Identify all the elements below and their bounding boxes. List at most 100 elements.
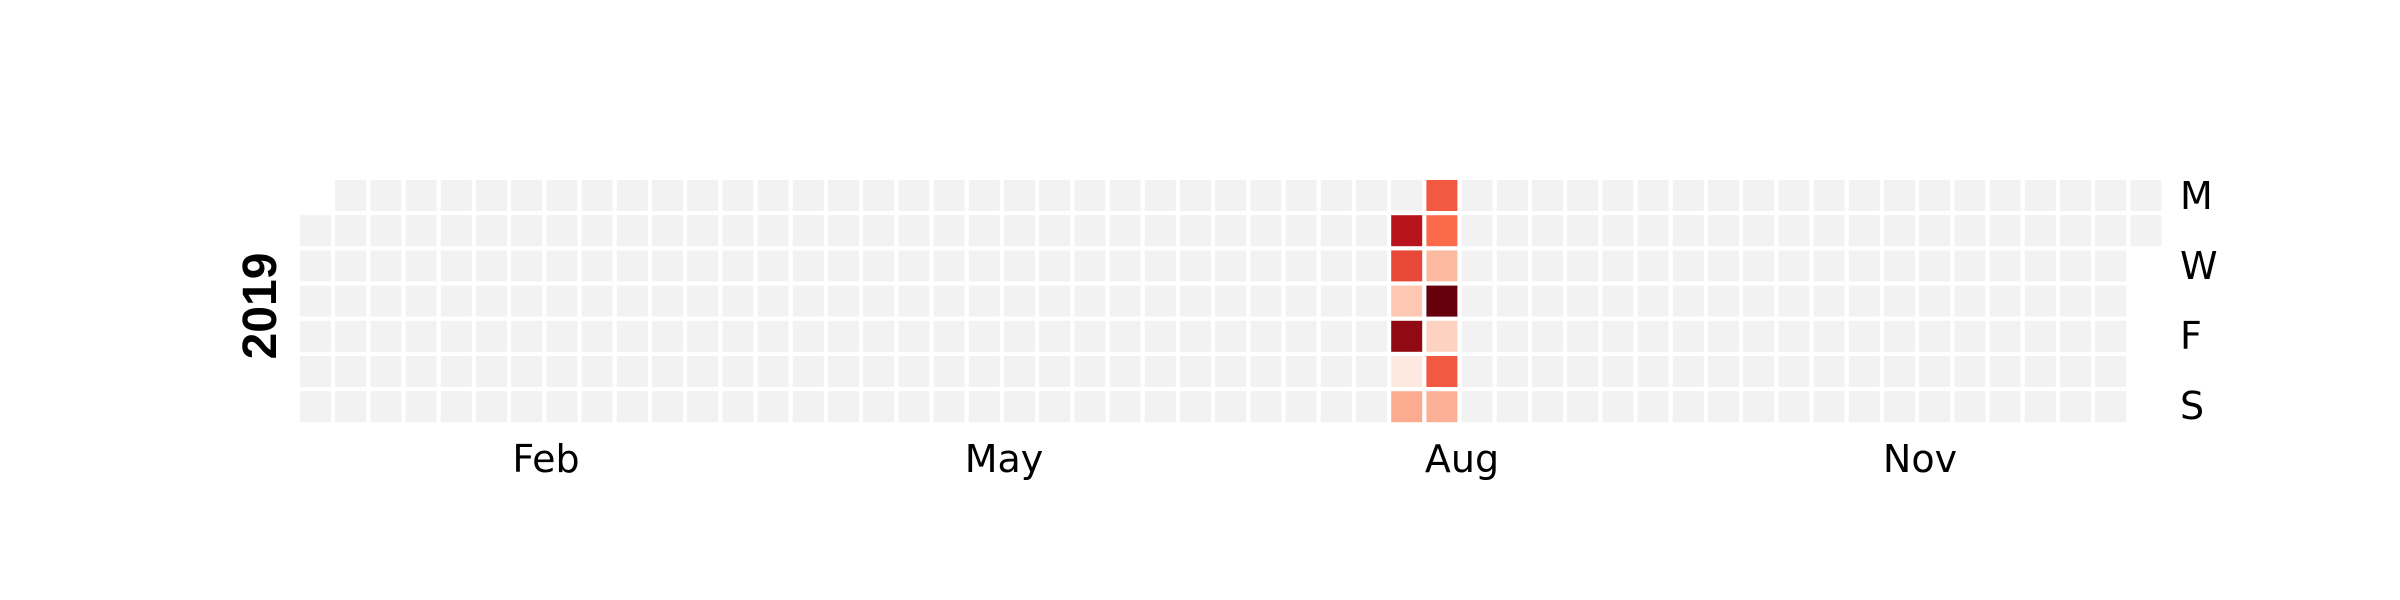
heatmap-cell-empty	[863, 320, 895, 352]
heatmap-cell-2019-08-18	[1426, 391, 1458, 423]
heatmap-cell-empty	[2095, 320, 2127, 352]
heatmap-cell-empty	[1778, 391, 1810, 423]
heatmap-cell-empty	[476, 285, 507, 317]
heatmap-cell-empty	[652, 250, 683, 282]
heatmap-cell-empty	[1532, 215, 1563, 247]
heatmap-cell-empty	[1215, 285, 1247, 317]
heatmap-cell-empty	[1496, 215, 1528, 247]
heatmap-cell-empty	[1356, 215, 1387, 247]
heatmap-cell-empty	[1215, 250, 1247, 282]
heatmap-cell-empty	[1602, 391, 1634, 423]
heatmap-cell-empty	[405, 215, 437, 247]
heatmap-cell-empty	[1461, 356, 1493, 387]
heatmap-cell-empty	[616, 250, 648, 282]
heatmap-cell-empty	[1250, 215, 1282, 247]
heatmap-cell-empty	[1004, 356, 1035, 387]
heatmap-cell-empty	[1320, 285, 1352, 317]
heatmap-cell-empty	[1813, 356, 1845, 387]
heatmap-cell-empty	[1919, 285, 1951, 317]
heatmap-cell-empty	[968, 285, 1000, 317]
heatmap-cell-empty	[1954, 391, 1986, 423]
heatmap-cell-empty	[616, 285, 648, 317]
heatmap-cell-empty	[546, 320, 578, 352]
heatmap-cell-empty	[1637, 180, 1669, 211]
heatmap-cell-empty	[1074, 250, 1106, 282]
heatmap-cell-empty	[581, 356, 613, 387]
heatmap-cell-empty	[1109, 250, 1141, 282]
x-tick-label-nov: Nov	[1883, 437, 1957, 481]
heatmap-cell-empty	[933, 180, 965, 211]
heatmap-cell-empty	[335, 285, 367, 317]
heatmap-cell-empty	[370, 180, 402, 211]
heatmap-cell-empty	[2060, 285, 2091, 317]
heatmap-cell-empty	[1496, 180, 1528, 211]
heatmap-cell-empty	[546, 180, 578, 211]
heatmap-cell-empty	[546, 356, 578, 387]
heatmap-cell-empty	[581, 320, 613, 352]
heatmap-cell-empty	[2060, 356, 2091, 387]
heatmap-cell-empty	[722, 250, 754, 282]
heatmap-cell-empty	[616, 391, 648, 423]
heatmap-cell-empty	[1848, 250, 1880, 282]
heatmap-cell-empty	[968, 215, 1000, 247]
heatmap-cell-empty	[405, 250, 437, 282]
heatmap-cell-empty	[2024, 285, 2056, 317]
heatmap-cell-empty	[1180, 215, 1211, 247]
heatmap-cell-empty	[1672, 180, 1704, 211]
heatmap-cell-empty	[405, 285, 437, 317]
heatmap-cell-empty	[652, 320, 683, 352]
heatmap-cell-empty	[863, 356, 895, 387]
heatmap-cell-empty	[370, 320, 402, 352]
heatmap-cell-empty	[1637, 250, 1669, 282]
heatmap-cell-empty	[476, 250, 507, 282]
heatmap-cell-empty	[1180, 180, 1211, 211]
y-tick-label-friday: F	[2180, 314, 2202, 358]
heatmap-cell-empty	[370, 250, 402, 282]
heatmap-cell-empty	[2060, 320, 2091, 352]
heatmap-cell-empty	[2095, 356, 2127, 387]
heatmap-cell-2019-08-14	[1426, 250, 1458, 282]
heatmap-cell-empty	[792, 180, 824, 211]
heatmap-cell-empty	[1320, 250, 1352, 282]
heatmap-cell-empty	[792, 391, 824, 423]
heatmap-cell-empty	[1848, 320, 1880, 352]
heatmap-cell-empty	[828, 391, 859, 423]
heatmap-cell-empty	[933, 215, 965, 247]
heatmap-cell-empty	[687, 285, 719, 317]
heatmap-cell-empty	[370, 356, 402, 387]
heatmap-cell-empty	[1250, 180, 1282, 211]
heatmap-cell-empty	[1109, 285, 1141, 317]
heatmap-cell-empty	[1954, 250, 1986, 282]
heatmap-cell-empty	[1602, 285, 1634, 317]
heatmap-cell-empty	[1884, 320, 1915, 352]
heatmap-cell-empty	[511, 320, 543, 352]
heatmap-cell-empty	[1567, 285, 1599, 317]
heatmap-cell-empty	[792, 320, 824, 352]
heatmap-cell-empty	[1250, 356, 1282, 387]
heatmap-cell-empty	[687, 250, 719, 282]
heatmap-cell-empty	[1672, 215, 1704, 247]
heatmap-cell-empty	[652, 215, 683, 247]
heatmap-cell-empty	[1848, 391, 1880, 423]
heatmap-cell-empty	[1109, 320, 1141, 352]
heatmap-cell-empty	[933, 391, 965, 423]
heatmap-cell-empty	[1954, 285, 1986, 317]
heatmap-cell-empty	[1320, 356, 1352, 387]
heatmap-cell-empty	[1919, 215, 1951, 247]
heatmap-cell-empty	[1180, 250, 1211, 282]
heatmap-cell-empty	[546, 285, 578, 317]
heatmap-cell-empty	[1391, 180, 1423, 211]
heatmap-cell-empty	[1109, 180, 1141, 211]
heatmap-cell-empty	[792, 250, 824, 282]
heatmap-cell-empty	[968, 391, 1000, 423]
heatmap-cell-empty	[1602, 320, 1634, 352]
heatmap-cell-empty	[687, 215, 719, 247]
heatmap-cell-empty	[722, 356, 754, 387]
heatmap-cell-empty	[968, 356, 1000, 387]
heatmap-cell-empty	[687, 391, 719, 423]
heatmap-cell-empty	[1637, 356, 1669, 387]
heatmap-cell-empty	[476, 180, 507, 211]
heatmap-cell-empty	[863, 215, 895, 247]
heatmap-cell-empty	[687, 180, 719, 211]
heatmap-cell-empty	[476, 215, 507, 247]
